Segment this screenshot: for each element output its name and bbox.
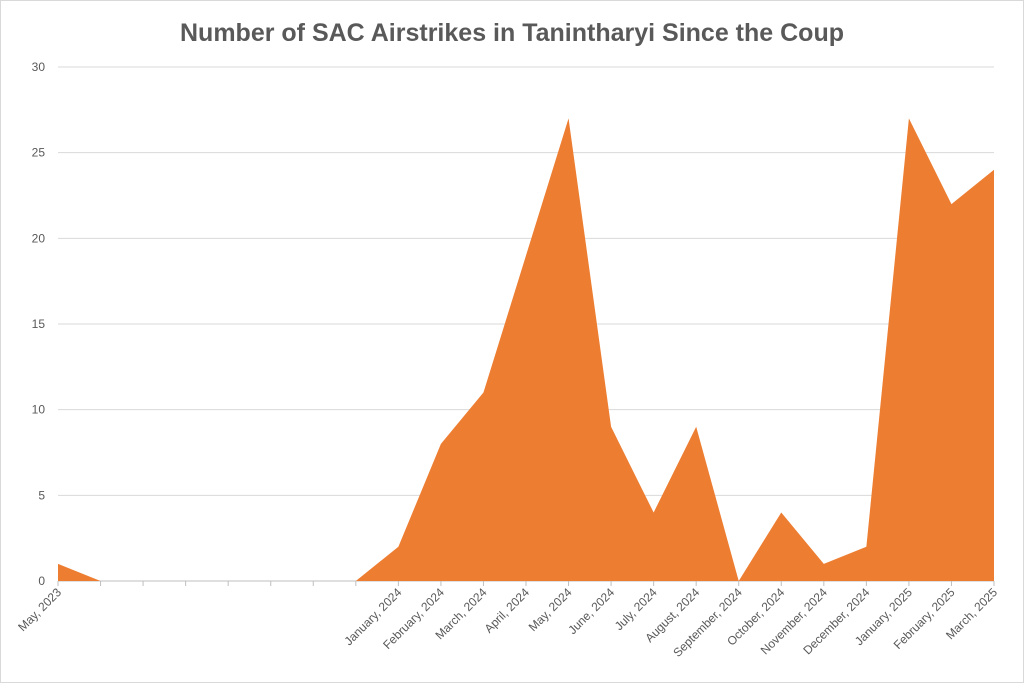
y-tick-label: 20 bbox=[32, 231, 46, 245]
x-tick-label: May, 2023 bbox=[15, 585, 64, 634]
y-tick-label: 5 bbox=[38, 488, 45, 502]
series-area-shape bbox=[58, 118, 994, 582]
x-tick-label: April, 2024 bbox=[482, 585, 533, 636]
y-tick-label: 0 bbox=[38, 574, 45, 588]
y-tick-label: 15 bbox=[32, 317, 46, 331]
x-tick-label: June, 2024 bbox=[565, 585, 617, 637]
y-tick-label: 10 bbox=[32, 403, 46, 417]
series-area bbox=[58, 118, 994, 582]
y-tick-label: 25 bbox=[32, 146, 46, 160]
chart-title: Number of SAC Airstrikes in Tanintharyi … bbox=[180, 19, 844, 47]
y-tick-label: 30 bbox=[32, 60, 46, 74]
y-axis-ticks: 0 5 10 15 20 25 30 bbox=[32, 60, 46, 588]
